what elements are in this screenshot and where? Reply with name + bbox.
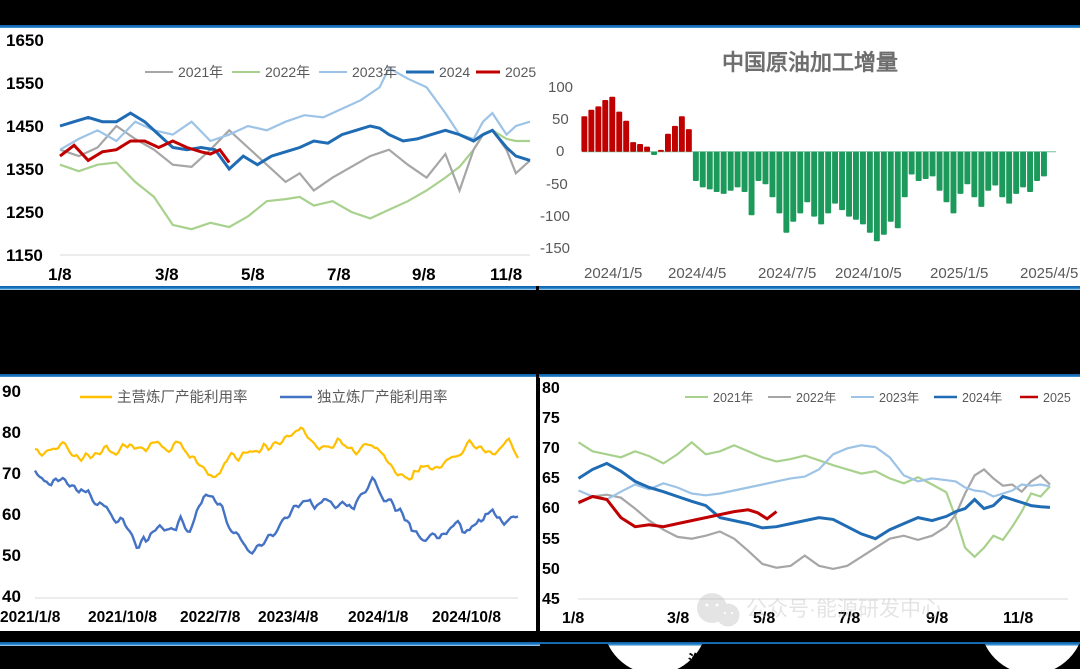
svg-text:2021/10/8: 2021/10/8 — [88, 609, 157, 626]
svg-text:2025/1/5: 2025/1/5 — [930, 265, 988, 282]
svg-text:50: 50 — [2, 546, 21, 565]
svg-text:70: 70 — [542, 440, 560, 457]
svg-text:65: 65 — [542, 470, 560, 487]
svg-text:公众号·能源研发中心: 公众号·能源研发中心 — [746, 598, 942, 621]
svg-text:-50: -50 — [546, 176, 568, 193]
svg-text:-100: -100 — [540, 208, 570, 225]
svg-text:5/8: 5/8 — [241, 265, 265, 284]
svg-text:2022年: 2022年 — [796, 391, 836, 405]
svg-text:0: 0 — [556, 143, 564, 160]
svg-text:2023/4/8: 2023/4/8 — [258, 609, 319, 626]
svg-text:55: 55 — [542, 531, 560, 548]
svg-text:2023年: 2023年 — [352, 64, 397, 80]
svg-text:11/8: 11/8 — [1003, 610, 1033, 627]
svg-text:1450: 1450 — [6, 117, 44, 136]
svg-text:1150: 1150 — [6, 246, 43, 265]
svg-text:9/8: 9/8 — [412, 265, 436, 284]
svg-text:1/8: 1/8 — [48, 265, 72, 284]
svg-text:2021年: 2021年 — [178, 64, 223, 80]
svg-text:2024/7/5: 2024/7/5 — [758, 265, 816, 282]
svg-text:2023年: 2023年 — [879, 391, 919, 405]
svg-text:3/8: 3/8 — [667, 610, 689, 627]
svg-text:2024年: 2024年 — [962, 391, 1002, 405]
svg-text:主营炼厂产能利用率: 主营炼厂产能利用率 — [117, 389, 248, 406]
svg-text:2025: 2025 — [505, 64, 536, 80]
svg-text:50: 50 — [552, 111, 569, 128]
svg-text:2024/10/5: 2024/10/5 — [835, 265, 902, 282]
svg-text:11/8: 11/8 — [490, 265, 522, 284]
svg-text:2025/4/5: 2025/4/5 — [1020, 265, 1078, 282]
svg-text:2021年: 2021年 — [713, 391, 753, 405]
svg-text:2022/7/8: 2022/7/8 — [180, 609, 241, 626]
svg-text:75: 75 — [542, 410, 560, 427]
svg-text:100: 100 — [548, 79, 573, 96]
svg-text:2024: 2024 — [439, 64, 470, 80]
svg-text:2021/1/8: 2021/1/8 — [0, 609, 61, 626]
svg-text:独立炼厂产能利用率: 独立炼厂产能利用率 — [317, 389, 448, 406]
svg-text:1350: 1350 — [6, 160, 44, 179]
svg-text:1650: 1650 — [6, 31, 44, 50]
svg-text:45: 45 — [542, 591, 560, 608]
svg-text:1250: 1250 — [6, 203, 44, 222]
svg-text:3/8: 3/8 — [155, 265, 179, 284]
svg-text:1/8: 1/8 — [562, 610, 584, 627]
svg-text:60: 60 — [2, 505, 21, 524]
svg-text:40: 40 — [2, 587, 21, 606]
svg-text:90: 90 — [2, 382, 21, 401]
svg-text:80: 80 — [2, 423, 21, 442]
svg-text:7/8: 7/8 — [327, 265, 351, 284]
svg-text:2022年: 2022年 — [265, 64, 310, 80]
svg-text:2024/1/5: 2024/1/5 — [584, 265, 642, 282]
svg-text:60: 60 — [542, 500, 560, 517]
svg-text:1550: 1550 — [6, 74, 44, 93]
svg-text:-150: -150 — [540, 240, 570, 257]
svg-text:2025: 2025 — [1043, 391, 1071, 405]
svg-text:80: 80 — [542, 380, 560, 397]
svg-text:中国原油加工增量: 中国原油加工增量 — [722, 50, 898, 75]
svg-text:2024/4/5: 2024/4/5 — [668, 265, 726, 282]
svg-text:70: 70 — [2, 464, 21, 483]
svg-text:2024/10/8: 2024/10/8 — [432, 609, 501, 626]
svg-text:50: 50 — [542, 561, 560, 578]
svg-text:2024/1/8: 2024/1/8 — [348, 609, 409, 626]
